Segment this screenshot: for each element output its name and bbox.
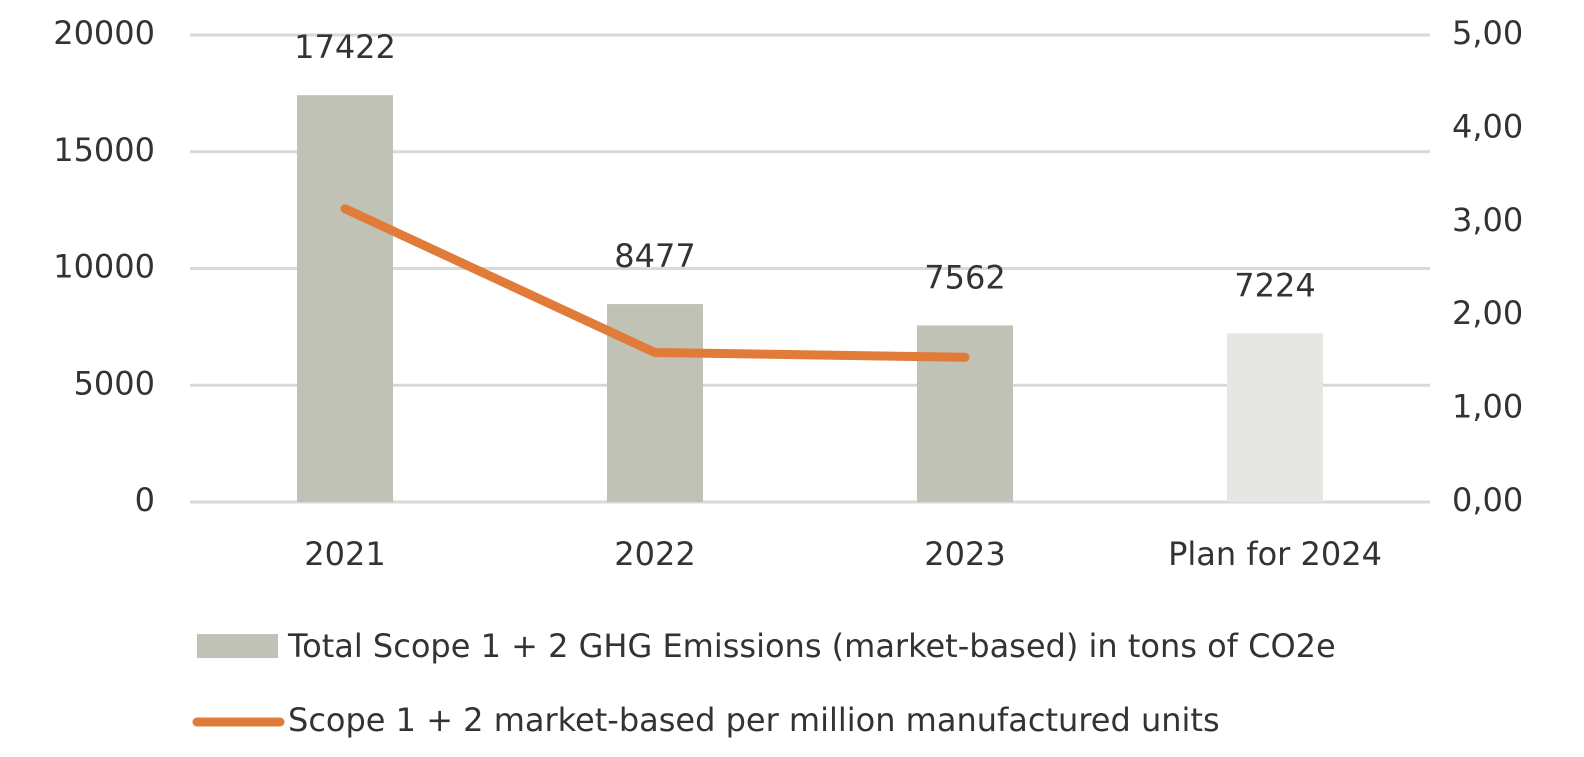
legend-label: Total Scope 1 + 2 GHG Emissions (market-… [287, 627, 1336, 665]
data-label: 7224 [1234, 266, 1315, 304]
y2-tick-label: 1,00 [1452, 388, 1523, 426]
legend-label: Scope 1 + 2 market-based per million man… [288, 701, 1220, 739]
y2-tick-label: 0,00 [1452, 481, 1523, 519]
x-tick-label: 2021 [304, 535, 385, 573]
data-label: 8477 [614, 237, 695, 275]
bar [297, 95, 393, 503]
legend-swatch [197, 634, 278, 658]
y2-tick-label: 4,00 [1452, 107, 1523, 145]
data-label: 7562 [924, 258, 1005, 296]
x-tick-label: 2023 [924, 535, 1005, 573]
y-tick-label: 15000 [53, 131, 155, 169]
x-tick-label: 2022 [614, 535, 695, 573]
y-tick-label: 20000 [53, 14, 155, 52]
y2-tick-label: 2,00 [1452, 294, 1523, 332]
y2-tick-label: 3,00 [1452, 201, 1523, 239]
y-tick-label: 5000 [74, 364, 155, 402]
line [340, 204, 970, 362]
bar [917, 325, 1013, 502]
x-tick-label: Plan for 2024 [1168, 535, 1382, 573]
bar [1227, 333, 1323, 502]
data-label: 17422 [294, 28, 396, 66]
y2-tick-label: 5,00 [1452, 14, 1523, 52]
y-tick-label: 0 [135, 481, 155, 519]
y-tick-label: 10000 [53, 248, 155, 286]
